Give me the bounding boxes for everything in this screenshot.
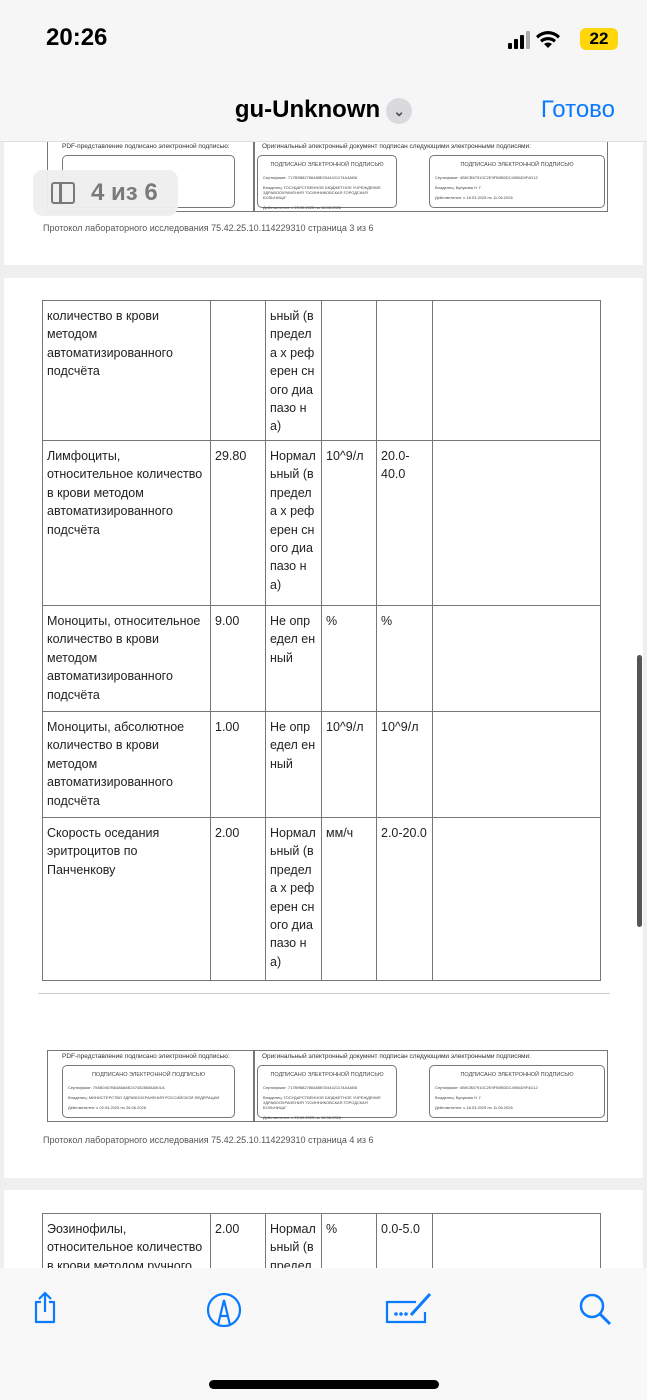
pdf-page-4: количество в крови методом автоматизиров… [4, 278, 643, 1178]
divider [38, 993, 610, 994]
chevron-down-icon: ⌄ [386, 97, 413, 124]
share-icon[interactable] [32, 1290, 58, 1324]
table-row: Моноциты, относительное количество в кро… [42, 605, 601, 712]
certificate: Сертификат: 754B0457B6488A6E2474528658A5… [68, 1085, 165, 1090]
empty-cell [432, 300, 601, 441]
document-title: gu-Unknown [234, 96, 381, 123]
test-name: количество в крови методом автоматизиров… [42, 300, 211, 441]
signature-box: ПОДПИСАНО ЭЛЕКТРОННОЙ ПОДПИСЬЮ Сертифика… [429, 155, 605, 208]
signature-frame: PDF-представление подписано электронной … [47, 1050, 608, 1122]
status: Нормал ьный (в предела х референ сного д… [265, 817, 322, 981]
result-value: 9.00 [210, 605, 266, 712]
pdf-signature-header: PDF-представление подписано электронной … [62, 1053, 230, 1060]
pdf-signature-header: PDF-представление подписано электронной … [62, 143, 230, 150]
test-name: Моноциты, относительное количество в кро… [42, 605, 211, 712]
table-row: Лимфоциты, относительное количество в кр… [42, 440, 601, 606]
certificate: Сертификат: 717B9B82786488E0344421174A4A… [263, 1085, 357, 1090]
unit: 10^9/л [321, 711, 377, 818]
signed-label: ПОДПИСАНО ЭЛЕКТРОННОЙ ПОДПИСЬЮ [460, 162, 574, 168]
bottom-toolbar [0, 1268, 647, 1400]
sidebar-icon [51, 182, 75, 204]
validity: Действителен: с 02.04.2025 по 26.06.2026 [68, 1105, 146, 1110]
status: ьный (в предела х референ сного диапазо … [265, 300, 322, 441]
search-icon[interactable] [578, 1292, 614, 1328]
signed-label: ПОДПИСАНО ЭЛЕКТРОННОЙ ПОДПИСЬЮ [270, 1072, 384, 1078]
certificate: Сертификат: 4B9CB57910C2E9FB0B0DC4956D9F… [435, 1085, 538, 1090]
nav-bar: gu-Unknown ⌄ Готово [0, 80, 647, 142]
signed-label: ПОДПИСАНО ЭЛЕКТРОННОЙ ПОДПИСЬЮ [91, 1072, 206, 1078]
unit [321, 300, 377, 441]
page-footer: Протокол лабораторного исследования 75.4… [43, 223, 374, 233]
reference-range: 10^9/л [376, 711, 433, 818]
test-name: Скорость оседания эритроцитов по Панченк… [42, 817, 211, 981]
scrollbar[interactable] [637, 655, 642, 927]
signature-box: ПОДПИСАНО ЭЛЕКТРОННОЙ ПОДПИСЬЮ Сертифика… [62, 1065, 235, 1118]
validity: Действителен: с 23.05.2025 по 16.08.2026 [263, 205, 341, 210]
reference-range: 2.0-20.0 [376, 817, 433, 981]
home-indicator [209, 1380, 439, 1389]
table-row: Скорость оседания эритроцитов по Панченк… [42, 817, 601, 981]
done-button[interactable]: Готово [540, 96, 615, 123]
owner: Владелец: Бунукова Н. Г. [435, 1095, 482, 1100]
status: Не определ енный [265, 605, 322, 712]
test-name: Лимфоциты, относительное количество в кр… [42, 440, 211, 606]
page-indicator: 4 из 6 [33, 170, 178, 216]
table-row: количество в крови методом автоматизиров… [42, 300, 601, 441]
markup-icon[interactable] [206, 1292, 242, 1328]
page-indicator-text: 4 из 6 [91, 179, 158, 206]
document-title-menu[interactable]: gu-Unknown ⌄ [0, 96, 647, 124]
owner: Владелец: МИНИСТЕРСТВО ЗДРАВООХРАНЕНИЯ Р… [68, 1095, 220, 1100]
result-value [210, 300, 266, 441]
empty-cell [432, 711, 601, 818]
original-signature-header: Оригинальный электронный документ подпис… [262, 1053, 531, 1060]
original-signature-header: Оригинальный электронный документ подпис… [262, 143, 531, 150]
certificate: Сертификат: 4B9CB57910C2E9FB0B0DC4956D9F… [435, 175, 538, 180]
owner: Владелец: Бунукова Н. Г. [435, 185, 482, 190]
signature-box: ПОДПИСАНО ЭЛЕКТРОННОЙ ПОДПИСЬЮ Сертифика… [257, 1065, 397, 1120]
signed-label: ПОДПИСАНО ЭЛЕКТРОННОЙ ПОДПИСЬЮ [460, 1072, 574, 1078]
frame-divider [253, 1051, 255, 1121]
certificate: Сертификат: 717B9B82786488E0344421174A4A… [263, 175, 357, 180]
frame-divider [253, 141, 255, 211]
validity: Действителен: с 18.03.2025 по 11.06.2026 [435, 195, 513, 200]
battery-indicator: 22 [580, 28, 618, 50]
owner: Владелец: ГОСУДАРСТВЕННОЕ БЮДЖЕТНОЕ УЧРЕ… [263, 185, 381, 200]
result-value: 29.80 [210, 440, 266, 606]
reference-range [376, 300, 433, 441]
status: Нормал ьный (в предела х референ сного д… [265, 440, 322, 606]
pdf-page-5: Эозинофилы, относительное количество в к… [4, 1190, 643, 1280]
results-table: количество в крови методом автоматизиров… [42, 300, 601, 981]
status: Не определ енный [265, 711, 322, 818]
signal-wifi-icons [508, 31, 560, 49]
result-value: 2.00 [210, 817, 266, 981]
validity: Действителен: с 23.05.2025 по 16.08.2026 [263, 1115, 341, 1120]
unit: мм/ч [321, 817, 377, 981]
validity: Действителен: с 18.03.2025 по 11.06.2026 [435, 1105, 513, 1110]
reference-range: % [376, 605, 433, 712]
signature-icon[interactable] [384, 1290, 436, 1326]
status-time: 20:26 [46, 24, 108, 51]
signature-box: ПОДПИСАНО ЭЛЕКТРОННОЙ ПОДПИСЬЮ Сертифика… [429, 1065, 605, 1118]
empty-cell [432, 605, 601, 712]
owner: Владелец: ГОСУДАРСТВЕННОЕ БЮДЖЕТНОЕ УЧРЕ… [263, 1095, 381, 1110]
result-value: 1.00 [210, 711, 266, 818]
reference-range: 20.0-40.0 [376, 440, 433, 606]
unit: 10^9/л [321, 440, 377, 606]
status-bar: 20:26 22 [0, 0, 647, 80]
signature-box: ПОДПИСАНО ЭЛЕКТРОННОЙ ПОДПИСЬЮ Сертифика… [257, 155, 397, 210]
test-name: Моноциты, абсолютное количество в крови … [42, 711, 211, 818]
empty-cell [432, 817, 601, 981]
page-footer: Протокол лабораторного исследования 75.4… [43, 1135, 374, 1145]
empty-cell [432, 440, 601, 606]
table-row: Моноциты, абсолютное количество в крови … [42, 711, 601, 818]
unit: % [321, 605, 377, 712]
signed-label: ПОДПИСАНО ЭЛЕКТРОННОЙ ПОДПИСЬЮ [270, 162, 384, 168]
